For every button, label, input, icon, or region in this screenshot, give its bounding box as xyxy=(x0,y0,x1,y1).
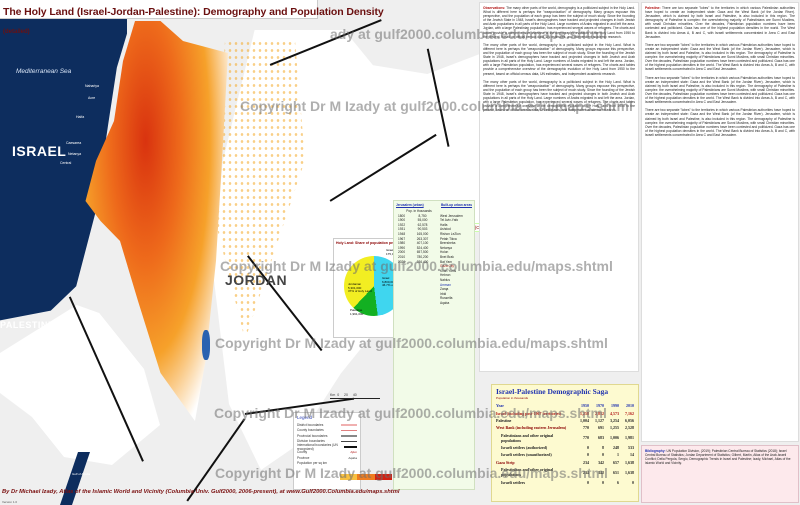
table-row: Palestine 1,004 1,127 3,254 6,056 xyxy=(496,417,634,423)
title-main: The Holy Land (Israel-Jordan-Palestine):… xyxy=(3,6,384,18)
demographic-saga-table: Israel-Palestine Demographic Saga Popula… xyxy=(491,384,639,502)
table-row: Israel (including post-1967 territories)… xyxy=(496,410,634,416)
table-row: Amman xyxy=(440,282,451,287)
city-nahariya: Nahariya xyxy=(85,84,100,88)
scale-bar: Km 0 20 40 xyxy=(330,393,388,403)
table-row: Aqaba xyxy=(440,300,450,305)
poster-title: The Holy Land (Israel-Jordan-Palestine):… xyxy=(0,0,384,35)
table-row: 1900 55,000 Tel Aviv-Yafo xyxy=(398,218,459,223)
table-header-row: Year 1950 1970 1990 2010 xyxy=(496,403,634,409)
legend-title: Legend xyxy=(297,415,313,420)
density-low-swatch xyxy=(340,474,358,480)
label-gaza: GAZA xyxy=(40,328,51,333)
palestine-text: Palestine: There are two separate "lobes… xyxy=(641,2,799,442)
density-title: Population per sq km xyxy=(297,461,327,466)
legend-row: County Ajlun xyxy=(297,450,357,455)
data-header-right: Built-up urban areas xyxy=(441,203,472,207)
table-row: Zarqa xyxy=(440,287,449,292)
table-row: Russeifa xyxy=(440,296,453,301)
table-row: 1922 62,578 Haifa xyxy=(398,222,448,227)
city-haifa: Haifa xyxy=(76,115,85,119)
table-row: Israeli settlers 0 0 6 0 xyxy=(501,479,634,485)
pie-title: Holy Land: Share of population per natio… xyxy=(336,241,419,245)
saga-title: Israel-Palestine Demographic Saga xyxy=(496,387,609,396)
table-row: Khan Yunis xyxy=(440,268,457,273)
city-central: Central xyxy=(60,161,72,165)
label-israel: ISRAEL xyxy=(12,143,67,159)
data-col-label: Pop. in thousands xyxy=(406,209,432,213)
table-row: 1800 8,750 West Jerusalem xyxy=(398,213,463,218)
table-row: 1948 165,000 Rishon LeZion xyxy=(398,231,461,236)
legend-row: County boundaries xyxy=(294,428,360,434)
table-row: Israeli settlers (authorized) 0 8 248 53… xyxy=(501,445,634,451)
legend-row: Division boundaries xyxy=(294,439,360,445)
table-row: 2010 780,200 Bnei Brak xyxy=(398,254,454,259)
gulf-label: Gulf of Aqaba xyxy=(72,472,91,476)
table-row: 1931 90,503 Ashdod xyxy=(398,227,451,232)
author-credit: By Dr Michael Izady, Atlas of the Islami… xyxy=(2,489,400,495)
table-row: 1980 407,100 Beersheba xyxy=(398,241,456,246)
dead-sea xyxy=(202,330,210,360)
table-row: Nablus xyxy=(440,277,450,282)
table-row: Gaza Strip 234 342 657 1,638 xyxy=(496,459,634,465)
pie-label-jordanian: Jordanian 5,301,000 37% of Holy Land xyxy=(348,282,372,293)
table-row: Irbid xyxy=(440,291,447,296)
observations-text: Observations: The many other parts of th… xyxy=(479,2,639,372)
city-acre: Acre xyxy=(88,96,96,100)
label-jordan: JORDAN xyxy=(225,272,288,288)
title-sub: (detailed) xyxy=(3,29,30,35)
sea-label: Mediterranean Sea xyxy=(16,68,72,75)
pie-label-palestine: Palestine 1,991,000 xyxy=(350,308,364,316)
legend-row: Provincial boundaries xyxy=(294,433,360,439)
table-row: Palestinians and other original populati… xyxy=(501,467,634,478)
city-netanya: Netanya xyxy=(68,152,82,156)
table-row: Hebron xyxy=(440,273,451,278)
legend-row: District boundaries xyxy=(294,422,360,428)
table-row: 2000 657,500 Holon xyxy=(398,250,449,255)
density-scale-bar xyxy=(340,474,392,480)
gulf-of-aqaba xyxy=(60,452,90,505)
table-row: 2020 936,400 Bat Yam xyxy=(398,259,452,264)
saga-subtitle: Population in thousands xyxy=(496,396,529,400)
urban-data-column: Jerusalem (urban) Built-up urban areas P… xyxy=(393,200,475,490)
legend-row: International boundaries (UN recognized) xyxy=(294,443,360,451)
table-row: Palestinians and other original populati… xyxy=(501,432,634,443)
table-row: West Bank (including eastern Jerusalem) … xyxy=(496,425,634,431)
city-caesarea: Caesarea xyxy=(66,141,82,145)
label-palestine: PALESTINE xyxy=(0,320,55,330)
legend-row: Province Aqaba xyxy=(297,455,357,460)
table-row: 1990 524,400 Netanya xyxy=(398,245,452,250)
density-builtup-swatch xyxy=(374,474,392,480)
density-high-swatch xyxy=(357,474,375,480)
version-label: Version 1.0 xyxy=(2,500,18,504)
data-header-left: Jerusalem (urban) xyxy=(396,203,424,207)
table-row: Gaza City xyxy=(440,264,454,269)
bibliography: Bibliography: UN Population Division, (2… xyxy=(641,445,799,503)
table-row: Israeli settlers (unauthorized) 0 0 1 14 xyxy=(501,452,634,458)
table-row: 1967 263,307 Petah Tikva xyxy=(398,236,457,241)
